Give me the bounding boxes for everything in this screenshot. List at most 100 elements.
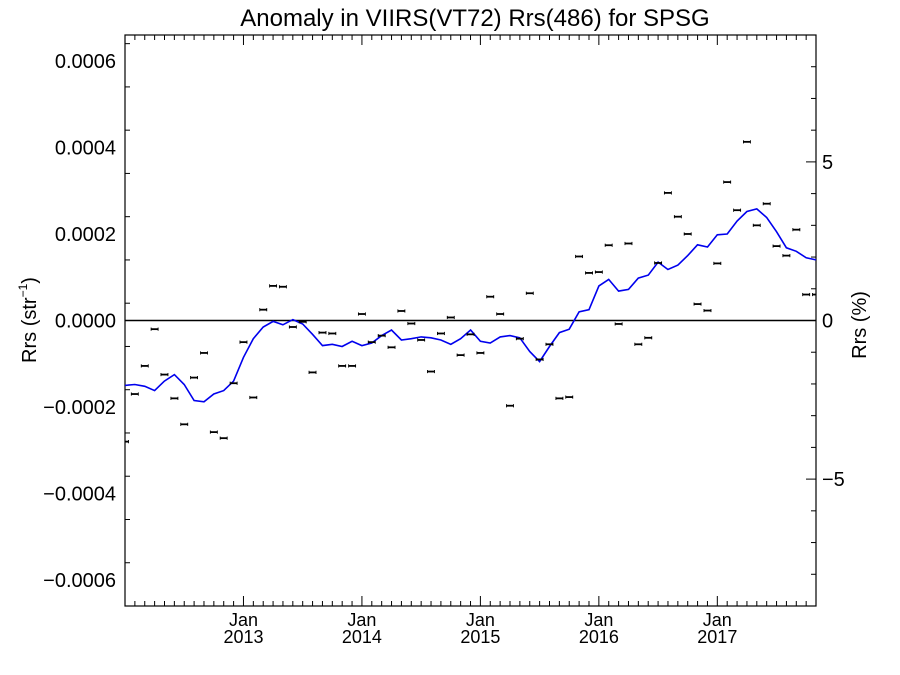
y-right-tick-label: 0 — [822, 311, 833, 333]
data-point — [802, 292, 811, 297]
data-point — [614, 322, 623, 326]
x-tick-year-label: 2017 — [697, 627, 737, 647]
data-point — [466, 332, 475, 336]
y-left-tick-label: 0.0002 — [55, 224, 116, 246]
x-tick-year-label: 2014 — [342, 627, 382, 647]
data-point — [782, 254, 791, 258]
data-point — [446, 315, 455, 320]
data-point — [555, 396, 564, 400]
data-point — [792, 228, 801, 232]
data-point — [585, 271, 593, 275]
data-point — [170, 396, 179, 400]
data-point — [713, 261, 722, 265]
data-point — [318, 331, 327, 335]
data-point — [733, 208, 742, 212]
data-point — [496, 312, 505, 316]
data-point — [357, 312, 366, 316]
data-point — [663, 191, 672, 195]
x-tick-month-label: Jan — [703, 610, 732, 630]
data-point — [269, 284, 278, 288]
data-point — [673, 215, 682, 219]
data-point — [506, 404, 514, 408]
data-point — [278, 285, 287, 289]
data-point — [150, 327, 159, 331]
x-tick-year-label: 2016 — [579, 627, 619, 647]
data-point — [288, 325, 297, 329]
y-axis-left-label: Rrs (str−1) — [16, 277, 41, 363]
data-point — [160, 372, 169, 377]
data-point — [594, 270, 603, 274]
x-tick-year-label: 2013 — [223, 627, 263, 647]
data-point — [575, 254, 584, 259]
data-point — [624, 241, 633, 246]
data-point — [476, 351, 485, 355]
data-point — [723, 180, 732, 184]
data-point — [456, 353, 465, 357]
data-point — [644, 336, 653, 340]
data-point — [683, 232, 692, 236]
data-point — [565, 395, 574, 399]
anomaly-line-series — [124, 208, 817, 403]
data-point — [200, 351, 208, 355]
y-left-tick-label: 0.0004 — [55, 137, 116, 159]
data-point — [338, 364, 347, 368]
y-left-tick-label: 0.0006 — [55, 51, 116, 73]
data-point — [742, 140, 751, 144]
data-point — [703, 308, 712, 313]
data-point — [190, 376, 199, 380]
data-point — [140, 364, 149, 368]
data-point — [515, 337, 524, 341]
data-point — [693, 302, 702, 306]
data-point — [348, 364, 357, 368]
data-point — [130, 392, 139, 396]
data-point — [367, 340, 376, 344]
data-point — [124, 440, 129, 444]
data-point — [259, 308, 268, 312]
data-point — [772, 244, 781, 248]
data-point — [545, 342, 554, 346]
y-axis-left-ticks: 0.0006 0.0004 0.0002 0.0000 −0.0002 −0.0004 −0… — [43, 43, 130, 607]
data-point — [427, 369, 435, 374]
data-point — [634, 342, 643, 346]
data-point — [328, 331, 337, 336]
y-left-tick-label: −0.0006 — [43, 570, 116, 592]
data-point — [377, 334, 386, 338]
data-point — [486, 295, 495, 299]
data-point — [249, 395, 258, 400]
data-point — [298, 320, 307, 324]
data-point — [397, 309, 406, 313]
chart-title: Anomaly in VIIRS(VT72) Rrs(486) for SPSG — [240, 5, 709, 32]
data-point — [654, 261, 663, 265]
x-tick-month-label: Jan — [229, 610, 258, 630]
y-left-tick-label: −0.0004 — [43, 484, 116, 506]
data-point — [535, 357, 544, 362]
data-point — [407, 321, 416, 326]
x-tick-month-label: Jan — [584, 610, 613, 630]
y-left-tick-label: 0.0000 — [55, 311, 116, 333]
y-right-tick-label: 5 — [822, 152, 833, 174]
data-point — [752, 223, 761, 227]
y-left-tick-label: −0.0002 — [43, 397, 116, 419]
data-point — [308, 370, 317, 375]
x-tick-month-label: Jan — [466, 610, 495, 630]
data-point — [525, 291, 534, 295]
data-point — [417, 338, 426, 342]
data-point — [762, 202, 771, 206]
data-point — [239, 340, 248, 344]
data-point — [209, 430, 218, 434]
y-axis-right-label: Rrs (%) — [849, 291, 871, 359]
x-tick-year-label: 2015 — [460, 627, 500, 647]
data-point — [229, 381, 238, 385]
blue-trend-line — [124, 208, 817, 403]
data-point — [219, 436, 228, 440]
data-point — [812, 292, 817, 297]
data-point — [604, 243, 613, 247]
data-point — [180, 422, 189, 426]
data-point — [436, 331, 445, 336]
x-tick-month-label: Jan — [347, 610, 376, 630]
y-right-tick-label: −5 — [822, 469, 845, 491]
anomaly-point-series — [124, 140, 817, 444]
data-point — [387, 345, 396, 349]
